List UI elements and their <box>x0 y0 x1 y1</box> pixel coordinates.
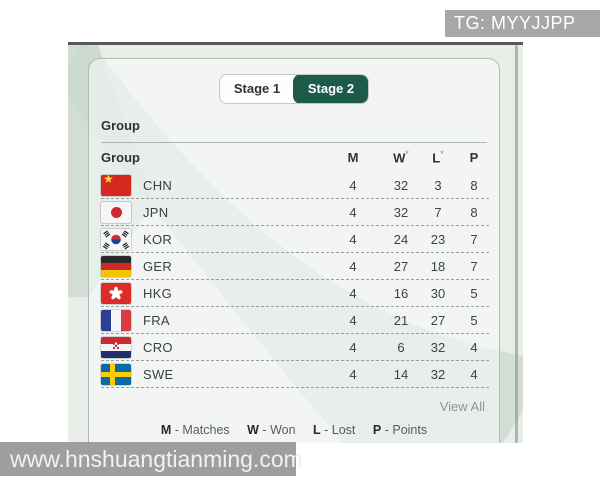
table-row-cro: CRO 4 6 32 4 <box>101 334 489 361</box>
matches-value: 4 <box>349 258 357 274</box>
table-row-jpn: JPN 4 32 7 8 <box>101 199 489 226</box>
points-value: 5 <box>470 285 478 301</box>
team-code: HKG <box>143 285 173 301</box>
lost-value: 32 <box>430 339 446 355</box>
won-value: 16 <box>393 285 409 301</box>
table-row-fra: FRA 4 21 27 5 <box>101 307 489 334</box>
points-value: 4 <box>470 339 478 355</box>
flag-swe-icon <box>101 363 131 385</box>
won-value: 32 <box>393 177 409 193</box>
scrollbar[interactable] <box>515 45 518 443</box>
table-header-row: Group M W* L* P <box>101 143 489 172</box>
stage-tab-group: Stage 1 Stage 2 <box>219 74 369 104</box>
lost-value: 32 <box>430 366 446 382</box>
group-section-title: Group <box>101 118 487 143</box>
team-code: CHN <box>143 177 173 193</box>
standings-widget-region: Stage 1 Stage 2 Group Group M W* L* P CH… <box>68 42 523 443</box>
column-header-lost: L* <box>432 149 444 166</box>
flag-cro-icon <box>101 336 131 358</box>
column-header-group: Group <box>101 150 140 165</box>
legend: M - Matches W - Won L - Lost P - Points <box>160 423 428 437</box>
tab-stage-2[interactable]: Stage 2 <box>293 75 368 103</box>
points-value: 7 <box>470 231 478 247</box>
points-value: 4 <box>470 366 478 382</box>
team-code: KOR <box>143 231 173 247</box>
lost-value: 18 <box>430 258 446 274</box>
tab-stage-1[interactable]: Stage 1 <box>233 81 281 96</box>
lost-value: 27 <box>430 312 446 328</box>
column-header-points: P <box>469 150 479 165</box>
table-row-chn: CHN 4 32 3 8 <box>101 172 489 199</box>
column-header-matches: M <box>347 150 359 165</box>
team-code: SWE <box>143 366 174 382</box>
points-value: 7 <box>470 258 478 274</box>
matches-value: 4 <box>349 339 357 355</box>
lost-value: 3 <box>434 177 442 193</box>
flag-hkg-icon <box>101 282 131 304</box>
matches-value: 4 <box>349 285 357 301</box>
team-code: JPN <box>143 204 169 220</box>
table-row-ger: GER 4 27 18 7 <box>101 253 489 280</box>
table-row-hkg: HKG 4 16 30 5 <box>101 280 489 307</box>
team-code: CRO <box>143 339 173 355</box>
lost-value: 7 <box>434 204 442 220</box>
view-all-link[interactable]: View All <box>439 399 485 414</box>
matches-value: 4 <box>349 204 357 220</box>
flag-kor-icon <box>101 228 131 250</box>
flag-fra-icon <box>101 309 131 331</box>
points-value: 8 <box>470 177 478 193</box>
won-value: 21 <box>393 312 409 328</box>
table-row-kor: KOR 4 24 23 7 <box>101 226 489 253</box>
telegram-watermark: TG: MYYJJPP <box>445 10 600 37</box>
group-standings-card: Stage 1 Stage 2 Group Group M W* L* P CH… <box>88 58 500 443</box>
team-code: FRA <box>143 312 170 328</box>
matches-value: 4 <box>349 312 357 328</box>
matches-value: 4 <box>349 177 357 193</box>
flag-jpn-icon <box>101 201 131 223</box>
flag-chn-icon <box>101 174 131 196</box>
team-code: GER <box>143 258 173 274</box>
points-value: 5 <box>470 312 478 328</box>
table-row-swe: SWE 4 14 32 4 <box>101 361 489 388</box>
points-value: 8 <box>470 204 478 220</box>
matches-value: 4 <box>349 366 357 382</box>
won-value: 6 <box>397 339 405 355</box>
column-header-won: W* <box>393 149 409 166</box>
won-value: 24 <box>393 231 409 247</box>
matches-value: 4 <box>349 231 357 247</box>
lost-value: 23 <box>430 231 446 247</box>
won-value: 14 <box>393 366 409 382</box>
won-value: 32 <box>393 204 409 220</box>
website-watermark: www.hnshuangtianming.com <box>0 442 303 476</box>
lost-value: 30 <box>430 285 446 301</box>
won-value: 27 <box>393 258 409 274</box>
flag-ger-icon <box>101 255 131 277</box>
